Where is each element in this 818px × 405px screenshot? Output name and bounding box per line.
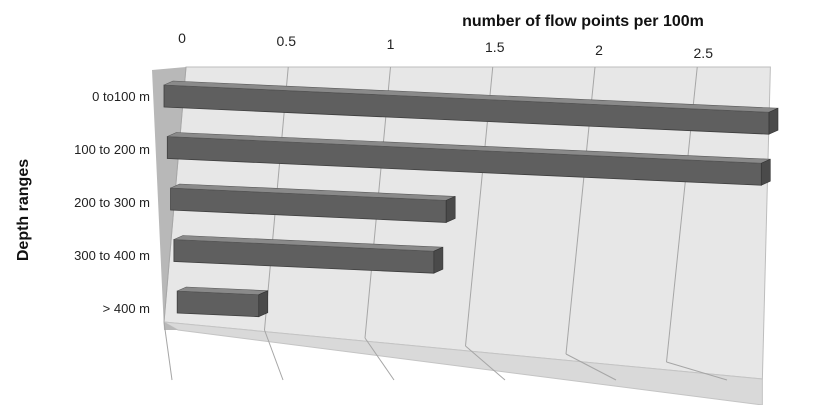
x-tick-label: 0.5 [277, 33, 297, 49]
bar-end [768, 107, 779, 135]
bar [176, 286, 269, 318]
floor-gridline [364, 337, 395, 381]
floor-gridline [565, 353, 617, 381]
bars [163, 80, 779, 318]
bar-front [176, 290, 260, 318]
x-tick-label: 2 [595, 42, 603, 58]
x-tick-label: 0 [178, 30, 186, 46]
bar-end [433, 246, 444, 274]
x-tick-label: 2.5 [694, 45, 714, 61]
bar [166, 132, 771, 186]
bar [170, 183, 456, 223]
x-tick-label: 1.5 [485, 39, 505, 55]
bar-end [445, 195, 456, 223]
bar [163, 80, 779, 135]
category-label: > 400 m [103, 301, 150, 316]
floor-gridline [666, 361, 728, 381]
category-label: 200 to 300 m [74, 195, 150, 210]
floor-gridline [264, 329, 284, 381]
category-label: 300 to 400 m [74, 248, 150, 263]
bar-end [258, 290, 269, 318]
bar-end [760, 158, 771, 186]
y-axis-title: Depth ranges [15, 159, 32, 261]
x-tick-labels: 0 0.5 1 1.5 2 2.5 [178, 30, 713, 61]
floor-gridline [465, 345, 506, 381]
category-labels: 0 to100 m 100 to 200 m 200 to 300 m 300 to … [74, 89, 150, 316]
category-label: 0 to100 m [92, 89, 150, 104]
category-label: 100 to 200 m [74, 142, 150, 157]
x-axis-title: number of flow points per 100m [462, 13, 704, 30]
x-tick-label: 1 [387, 36, 395, 52]
floor-gridline [163, 321, 173, 381]
bar [173, 235, 444, 274]
